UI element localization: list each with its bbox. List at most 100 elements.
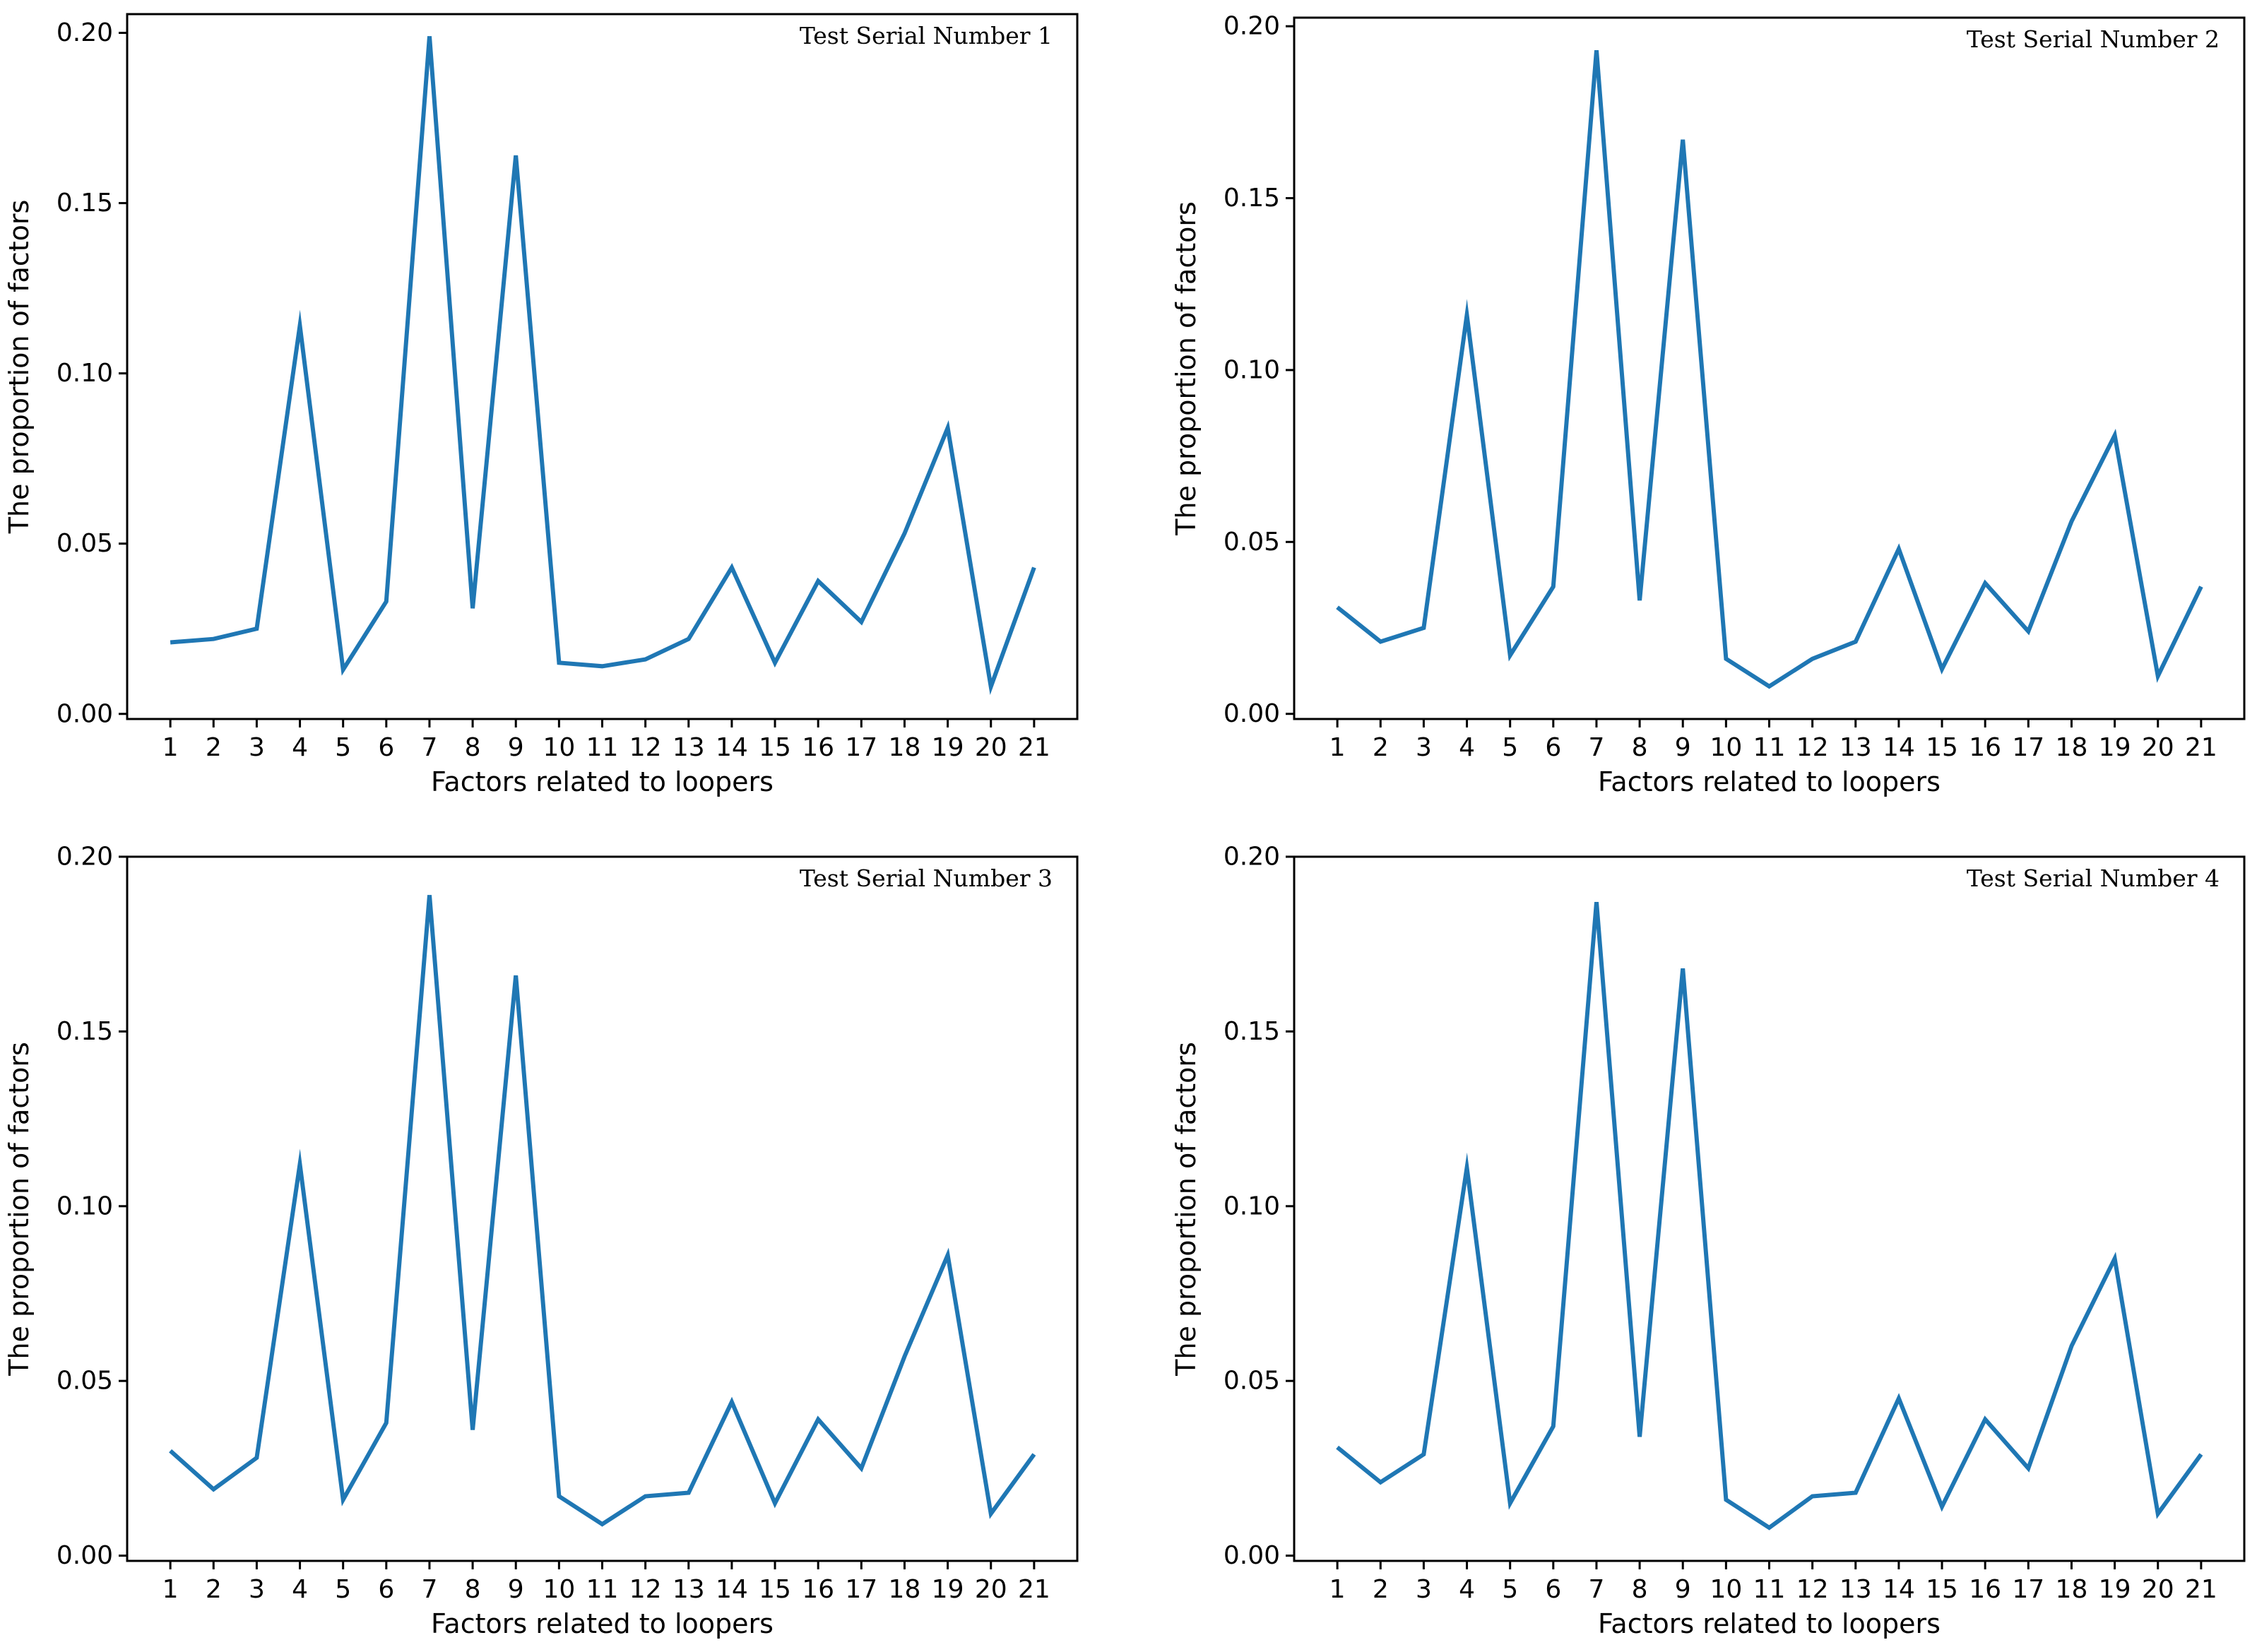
x-tick-label-3-17: 18 bbox=[889, 1575, 921, 1604]
y-tick-label-1-1: 0.05 bbox=[57, 529, 113, 558]
data-point-2-9 bbox=[1724, 657, 1728, 661]
y-tick-label-2-1: 0.05 bbox=[1224, 528, 1280, 557]
data-point-2-12 bbox=[1854, 639, 1858, 643]
x-tick-label-4-14: 15 bbox=[1926, 1575, 1958, 1604]
y-tick-label-3-3: 0.15 bbox=[57, 1017, 113, 1046]
x-tick-label-2-3: 4 bbox=[1459, 733, 1475, 762]
data-point-1-5 bbox=[384, 600, 389, 604]
data-point-1-16 bbox=[859, 620, 863, 624]
x-axis-label-4: Factors related to loopers bbox=[1598, 1608, 1941, 1639]
y-tick-label-4-3: 0.15 bbox=[1224, 1017, 1280, 1046]
data-point-1-0 bbox=[168, 641, 172, 645]
x-tick-label-4-18: 19 bbox=[2099, 1575, 2131, 1604]
x-tick-label-2-14: 15 bbox=[1926, 733, 1958, 762]
x-tick-label-1-3: 4 bbox=[292, 733, 308, 762]
data-point-2-11 bbox=[1811, 657, 1815, 661]
data-point-4-0 bbox=[1335, 1445, 1339, 1449]
x-tick-label-1-12: 13 bbox=[673, 733, 705, 762]
data-point-2-8 bbox=[1681, 138, 1685, 142]
data-point-3-2 bbox=[254, 1456, 259, 1460]
y-tick-label-2-2: 0.10 bbox=[1224, 355, 1280, 384]
data-point-2-6 bbox=[1594, 48, 1599, 52]
data-point-3-1 bbox=[211, 1487, 215, 1492]
x-tick-label-4-11: 12 bbox=[1796, 1575, 1829, 1604]
x-tick-label-3-11: 12 bbox=[629, 1575, 662, 1604]
data-point-2-16 bbox=[2026, 629, 2030, 634]
data-point-2-3 bbox=[1465, 313, 1469, 317]
x-tick-label-3-1: 2 bbox=[206, 1575, 222, 1604]
y-tick-label-1-3: 0.15 bbox=[57, 189, 113, 218]
data-point-1-1 bbox=[211, 637, 215, 641]
data-point-2-0 bbox=[1335, 605, 1339, 610]
x-tick-label-3-14: 15 bbox=[759, 1575, 791, 1604]
x-tick-label-4-10: 11 bbox=[1753, 1575, 1786, 1604]
x-tick-label-3-5: 6 bbox=[378, 1575, 394, 1604]
data-point-2-5 bbox=[1551, 585, 1556, 589]
x-tick-label-2-1: 2 bbox=[1373, 733, 1389, 762]
data-point-2-19 bbox=[2156, 674, 2160, 678]
x-tick-label-4-16: 17 bbox=[2012, 1575, 2044, 1604]
x-tick-label-3-19: 20 bbox=[975, 1575, 1007, 1604]
data-point-2-4 bbox=[1508, 653, 1512, 658]
x-tick-label-1-7: 8 bbox=[465, 733, 481, 762]
y-tick-label-4-1: 0.05 bbox=[1224, 1367, 1280, 1396]
panel-title-1: Test Serial Number 1 bbox=[800, 22, 1053, 49]
y-tick-label-4-0: 0.00 bbox=[1224, 1541, 1280, 1570]
x-tick-label-2-9: 10 bbox=[1710, 733, 1742, 762]
x-tick-label-2-10: 11 bbox=[1753, 733, 1786, 762]
data-point-1-8 bbox=[514, 153, 518, 158]
panel-title-4: Test Serial Number 4 bbox=[1967, 864, 2220, 892]
data-point-3-0 bbox=[168, 1449, 172, 1453]
x-tick-label-2-4: 5 bbox=[1502, 733, 1518, 762]
x-tick-label-4-0: 1 bbox=[1329, 1575, 1346, 1604]
data-point-4-11 bbox=[1811, 1494, 1815, 1498]
y-tick-label-3-2: 0.10 bbox=[57, 1192, 113, 1220]
data-point-2-7 bbox=[1637, 598, 1642, 602]
data-point-1-19 bbox=[989, 684, 993, 689]
data-point-3-19 bbox=[989, 1511, 993, 1516]
data-point-4-6 bbox=[1594, 900, 1599, 904]
x-tick-label-4-19: 20 bbox=[2142, 1575, 2174, 1604]
data-point-3-17 bbox=[902, 1355, 906, 1359]
x-tick-label-2-2: 3 bbox=[1416, 733, 1432, 762]
data-point-3-13 bbox=[730, 1400, 734, 1404]
x-tick-label-2-5: 6 bbox=[1545, 733, 1561, 762]
x-tick-label-3-16: 17 bbox=[845, 1575, 877, 1604]
x-tick-label-2-17: 18 bbox=[2056, 733, 2088, 762]
y-tick-label-3-0: 0.00 bbox=[57, 1541, 113, 1570]
x-tick-label-1-17: 18 bbox=[889, 733, 921, 762]
x-tick-label-3-0: 1 bbox=[162, 1575, 179, 1604]
data-point-3-16 bbox=[859, 1466, 863, 1470]
x-tick-label-3-13: 14 bbox=[716, 1575, 748, 1604]
data-point-4-17 bbox=[2069, 1344, 2073, 1348]
panel-title-2: Test Serial Number 2 bbox=[1967, 25, 2220, 53]
x-tick-label-2-19: 20 bbox=[2142, 733, 2174, 762]
x-tick-label-3-2: 3 bbox=[249, 1575, 265, 1604]
x-tick-label-4-3: 4 bbox=[1459, 1575, 1475, 1604]
chart-panel-3: 0.000.050.100.150.201 2 3 4 5 6 7 8 9 10 11 12 13 14 1… bbox=[4, 843, 1079, 1639]
x-tick-label-4-15: 16 bbox=[1969, 1575, 2001, 1604]
x-tick-label-1-19: 20 bbox=[975, 733, 1007, 762]
data-point-1-3 bbox=[298, 323, 302, 328]
data-point-2-2 bbox=[1421, 626, 1426, 630]
data-point-4-19 bbox=[2156, 1511, 2160, 1516]
data-point-4-2 bbox=[1421, 1452, 1426, 1456]
y-axis-label-4: The proportion of factors bbox=[1171, 1042, 1202, 1377]
y-tick-label-1-4: 0.20 bbox=[57, 18, 113, 47]
data-point-4-15 bbox=[1983, 1418, 1987, 1422]
x-tick-label-1-13: 14 bbox=[716, 733, 748, 762]
x-tick-label-2-7: 8 bbox=[1632, 733, 1648, 762]
x-tick-label-1-15: 16 bbox=[802, 733, 834, 762]
data-point-1-12 bbox=[687, 637, 691, 641]
x-tick-label-4-5: 6 bbox=[1545, 1575, 1561, 1604]
x-tick-label-2-16: 17 bbox=[2012, 733, 2044, 762]
y-tick-label-1-0: 0.00 bbox=[57, 699, 113, 728]
data-point-2-18 bbox=[2113, 433, 2117, 437]
data-point-1-10 bbox=[600, 664, 605, 668]
data-point-4-3 bbox=[1465, 1165, 1469, 1170]
data-point-3-18 bbox=[946, 1253, 950, 1257]
y-axis-label-1: The proportion of factors bbox=[4, 200, 35, 535]
x-tick-label-2-0: 1 bbox=[1329, 733, 1346, 762]
x-tick-label-3-8: 9 bbox=[508, 1575, 524, 1604]
